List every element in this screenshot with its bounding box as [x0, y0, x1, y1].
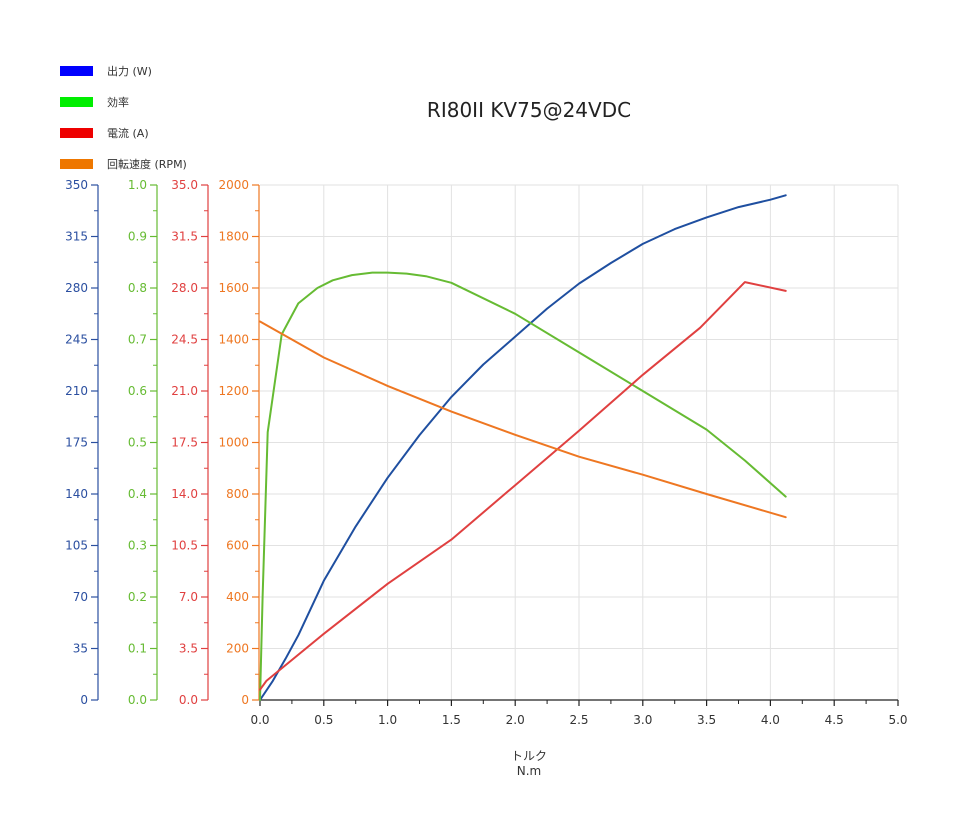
legend: 出力 (W) 効率 電流 (A) 回転速度 (RPM): [60, 55, 187, 179]
x-tick-label: 4.0: [761, 713, 780, 727]
y-tick-label-power: 70: [73, 590, 88, 604]
y-tick-label-power: 140: [65, 487, 88, 501]
legend-label-power: 出力 (W): [107, 64, 152, 78]
y-tick-label-current: 14.0: [171, 487, 198, 501]
y-axis-power: 0 35 70 105 140 175 210 245 280 315 350: [65, 178, 99, 707]
x-tick-label: 0.0: [250, 713, 269, 727]
x-axis-label: トルク: [510, 749, 547, 763]
x-tick-label: 3.0: [633, 713, 652, 727]
y-tick-label-speed: 1800: [218, 230, 249, 244]
legend-item-speed: 回転速度 (RPM): [60, 148, 187, 179]
y-tick-label-current: 35.0: [171, 178, 198, 192]
y-tick-label-speed: 1400: [218, 333, 249, 347]
y-axis-efficiency: 0.0 0.1 0.2 0.3 0.4 0.5 0.6 0.7 0.8 0.9 1.0: [128, 178, 158, 707]
y-tick-label-efficiency: 0.1: [128, 642, 147, 656]
series-line-speed: [259, 320, 787, 519]
y-tick-label-current: 31.5: [171, 230, 198, 244]
x-tick-label: 2.0: [506, 713, 525, 727]
legend-label-current: 電流 (A): [107, 126, 149, 140]
y-tick-label-current: 24.5: [171, 333, 198, 347]
y-tick-label-power: 35: [73, 642, 88, 656]
y-tick-label-efficiency: 0.8: [128, 281, 147, 295]
y-tick-label-efficiency: 0.0: [128, 693, 147, 707]
x-axis: 0.0 0.5 1.0 1.5 2.0 2.5 3.0 3.5 4.0 4.5 5.0: [250, 699, 908, 727]
y-tick-label-current: 7.0: [179, 590, 198, 604]
x-tick-label: 5.0: [888, 713, 907, 727]
series-line-current: [259, 281, 787, 691]
y-tick-label-speed: 1200: [218, 384, 249, 398]
legend-swatch-current: [60, 127, 93, 138]
y-tick-label-speed: 200: [226, 642, 249, 656]
y-axis-current: 0.0 3.5 7.0 10.5 14.0 17.5 21.0 24.5 28.0 31.5 35.…: [171, 178, 209, 707]
grid: [260, 184, 899, 700]
legend-item-efficiency: 効率: [60, 86, 187, 117]
y-tick-label-power: 315: [65, 230, 88, 244]
y-tick-label-speed: 800: [226, 487, 249, 501]
y-tick-label-efficiency: 0.9: [128, 230, 147, 244]
y-tick-label-speed: 2000: [218, 178, 249, 192]
y-tick-label-speed: 1000: [218, 436, 249, 450]
y-tick-label-efficiency: 0.2: [128, 590, 147, 604]
x-tick-label: 4.5: [825, 713, 844, 727]
y-tick-label-speed: 1600: [218, 281, 249, 295]
y-tick-label-efficiency: 1.0: [128, 178, 147, 192]
y-tick-label-current: 10.5: [171, 539, 198, 553]
y-tick-label-speed: 400: [226, 590, 249, 604]
y-tick-label-power: 105: [65, 539, 88, 553]
y-tick-label-current: 28.0: [171, 281, 198, 295]
chart-title: RI80II KV75@24VDC: [426, 98, 632, 122]
y-tick-label-power: 350: [65, 178, 88, 192]
y-axis-speed: 0 200 400 600 800 1000 1200 1400 1600 1800 2000: [218, 178, 260, 707]
y-tick-label-power: 175: [65, 436, 88, 450]
y-tick-label-current: 3.5: [179, 642, 198, 656]
y-tick-label-efficiency: 0.7: [128, 333, 147, 347]
x-axis-title: トルク N.m: [479, 749, 579, 779]
y-tick-label-current: 0.0: [179, 693, 198, 707]
y-tick-label-power: 280: [65, 281, 88, 295]
legend-swatch-speed: [60, 158, 93, 169]
y-tick-label-current: 21.0: [171, 384, 198, 398]
legend-label-speed: 回転速度 (RPM): [107, 157, 187, 171]
y-tick-label-efficiency: 0.3: [128, 539, 147, 553]
legend-label-efficiency: 効率: [107, 95, 129, 109]
y-tick-label-speed: 0: [241, 693, 249, 707]
y-tick-label-power: 0: [80, 693, 88, 707]
legend-item-current: 電流 (A): [60, 117, 187, 148]
x-tick-label: 2.5: [569, 713, 588, 727]
y-tick-label-efficiency: 0.4: [128, 487, 147, 501]
y-tick-label-speed: 600: [226, 539, 249, 553]
x-axis-unit: N.m: [516, 764, 542, 778]
series-line-power: [259, 194, 787, 701]
y-tick-label-power: 245: [65, 333, 88, 347]
x-tick-label: 3.5: [697, 713, 716, 727]
legend-swatch-efficiency: [60, 96, 93, 107]
y-tick-label-power: 210: [65, 384, 88, 398]
x-tick-label: 1.0: [378, 713, 397, 727]
y-tick-label-efficiency: 0.5: [128, 436, 147, 450]
y-tick-label-current: 17.5: [171, 436, 198, 450]
x-tick-label: 0.5: [314, 713, 333, 727]
legend-swatch-power: [60, 65, 93, 76]
y-tick-label-efficiency: 0.6: [128, 384, 147, 398]
legend-item-power: 出力 (W): [60, 55, 187, 86]
x-tick-label: 1.5: [442, 713, 461, 727]
